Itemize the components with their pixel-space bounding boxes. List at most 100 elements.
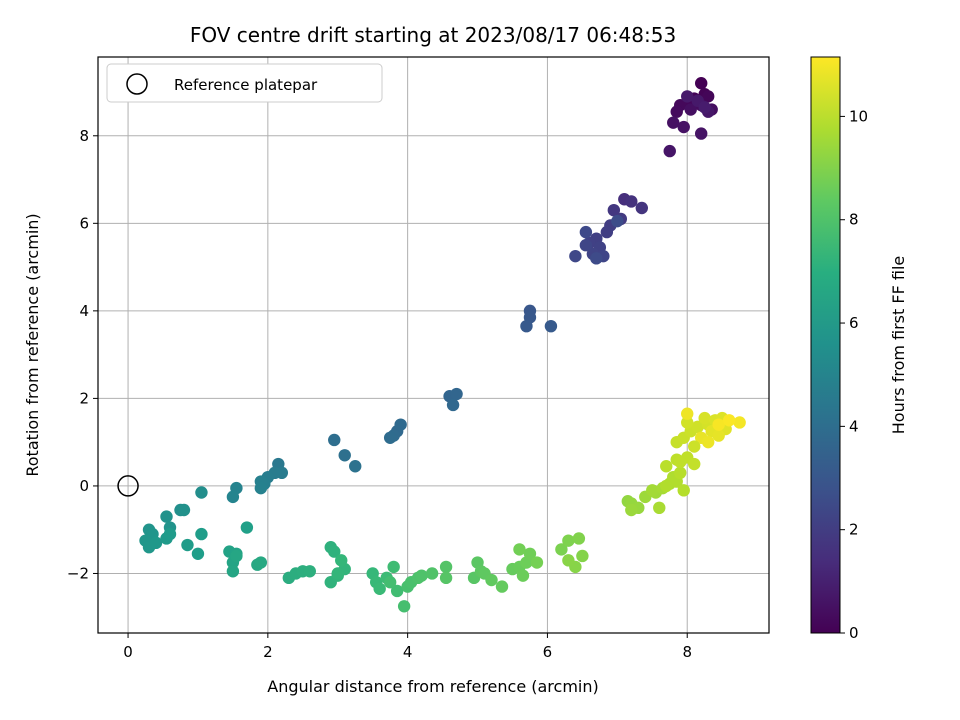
data-point (611, 214, 624, 228)
colorbar (810, 56, 841, 634)
data-point (695, 77, 708, 90)
x-axis-label: Angular distance from reference (arcmin) (267, 677, 598, 696)
data-point (331, 567, 344, 580)
data-point (576, 549, 589, 563)
legend: Reference platepar (106, 63, 383, 103)
legend-marker (126, 73, 148, 95)
x-tick-label: 8 (682, 643, 692, 661)
data-point (698, 411, 711, 425)
data-point (674, 466, 687, 480)
data-point (663, 144, 676, 158)
x-axis-ticks: 0 2 4 6 8 (123, 633, 692, 661)
data-point (681, 407, 694, 420)
data-point (387, 560, 400, 574)
data-point (149, 536, 163, 550)
data-point (667, 116, 680, 129)
data-point (177, 503, 191, 517)
legend-entry: Reference platepar (174, 76, 318, 94)
data-point (383, 576, 397, 589)
data-point (677, 120, 690, 134)
data-point (523, 547, 537, 560)
data-point (254, 556, 268, 569)
scatter-points (139, 77, 746, 613)
data-point (646, 484, 659, 497)
data-point (226, 490, 240, 504)
data-point (520, 319, 533, 333)
data-point (555, 543, 568, 556)
data-point (240, 521, 254, 534)
y-tick-label: 2 (79, 389, 89, 407)
data-point (226, 565, 240, 578)
y-axis-ticks: −2 0 2 4 6 8 (67, 127, 98, 582)
data-point (569, 249, 582, 263)
plot-frame (97, 56, 770, 634)
x-tick-label: 6 (543, 643, 553, 661)
data-point (674, 455, 687, 469)
data-point (530, 556, 544, 569)
data-point (415, 569, 428, 582)
data-point (328, 433, 341, 447)
colorbar-ticks: 0 2 4 6 8 10 (840, 107, 868, 642)
data-point (572, 532, 586, 545)
data-point (695, 127, 708, 140)
data-point (562, 534, 575, 547)
data-point (335, 554, 348, 567)
data-point (383, 431, 397, 444)
data-point (733, 416, 746, 429)
data-point (677, 484, 690, 497)
y-tick-label: 8 (79, 127, 89, 145)
y-tick-label: −2 (67, 564, 89, 582)
colorbar-tick-label: 4 (849, 417, 859, 435)
data-point (701, 90, 715, 103)
colorbar-tick-label: 2 (849, 521, 859, 539)
data-point (579, 225, 593, 239)
data-point (450, 387, 463, 401)
data-point (328, 545, 341, 558)
colorbar-tick-label: 0 (849, 624, 859, 642)
colorbar-tick-label: 8 (849, 211, 859, 229)
data-point (653, 501, 666, 515)
data-point (712, 418, 725, 431)
data-point (163, 527, 177, 541)
chart-title: FOV centre drift starting at 2023/08/17 … (190, 23, 676, 47)
data-point (181, 538, 194, 552)
data-point (338, 449, 351, 462)
data-point (195, 527, 208, 541)
colorbar-tick-label: 6 (849, 314, 859, 332)
reference-platepar-marker (117, 475, 139, 497)
colorbar-tick-label: 10 (849, 107, 868, 125)
data-point (691, 420, 704, 434)
data-point (191, 547, 205, 560)
data-point (516, 569, 530, 582)
data-point (698, 101, 711, 114)
x-tick-label: 4 (403, 643, 413, 661)
data-point (681, 90, 694, 103)
x-tick-label: 0 (123, 643, 133, 661)
data-point (254, 481, 268, 495)
colorbar-label: Hours from first FF file (889, 256, 908, 435)
data-point (303, 565, 316, 578)
data-point (688, 440, 701, 453)
data-point (681, 416, 694, 429)
data-point (712, 429, 725, 442)
data-point (660, 460, 673, 473)
data-point (513, 543, 526, 556)
data-point (701, 435, 715, 449)
data-point (544, 319, 558, 333)
y-tick-label: 6 (79, 214, 89, 232)
data-point (446, 398, 460, 412)
data-point (688, 457, 701, 471)
data-point (684, 103, 697, 116)
data-point (590, 252, 603, 265)
data-point (160, 510, 173, 523)
data-point (625, 195, 638, 208)
data-point (349, 460, 362, 473)
data-point (390, 584, 404, 598)
data-point (562, 554, 575, 567)
data-point (394, 418, 407, 431)
y-tick-label: 4 (79, 302, 89, 320)
data-point (607, 203, 621, 217)
data-point (660, 479, 673, 493)
data-point (722, 414, 736, 427)
